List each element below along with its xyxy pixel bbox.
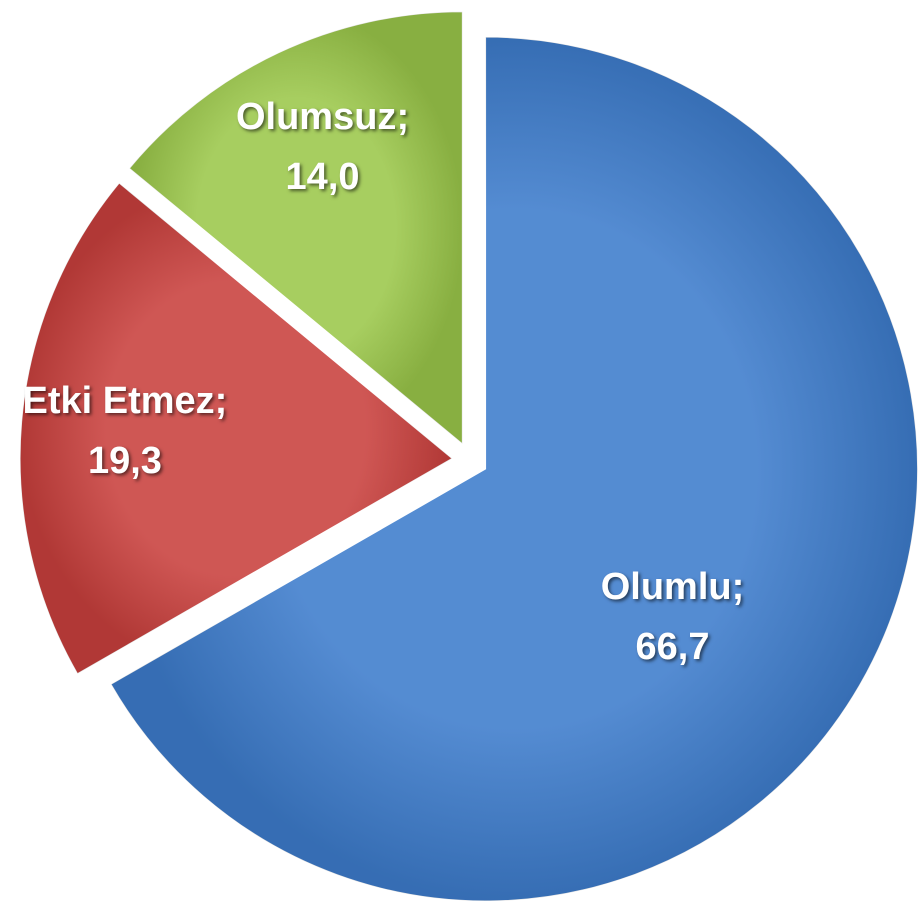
data-label: Olumsuz; 14,0: [203, 87, 443, 207]
label-name: Olumlu: [600, 566, 732, 609]
label-separator: ;: [396, 95, 410, 138]
label-separator: ;: [214, 379, 228, 422]
label-name: Olumsuz: [235, 95, 397, 138]
slice: [19, 182, 453, 675]
label-value: 19,3: [87, 439, 162, 482]
slice: [110, 36, 919, 902]
slice-shade: [111, 37, 918, 902]
label-value: 14,0: [285, 155, 360, 198]
slice-shade: [20, 183, 453, 674]
label-value: 66,7: [635, 626, 710, 669]
slice-shade: [129, 11, 463, 444]
label-name: Etki Etmez: [22, 379, 215, 422]
slice: [128, 11, 463, 445]
data-label: Olumlu; 66,7: [553, 557, 793, 677]
data-label: Etki Etmez; 19,3: [5, 371, 245, 491]
label-separator: ;: [731, 566, 745, 609]
